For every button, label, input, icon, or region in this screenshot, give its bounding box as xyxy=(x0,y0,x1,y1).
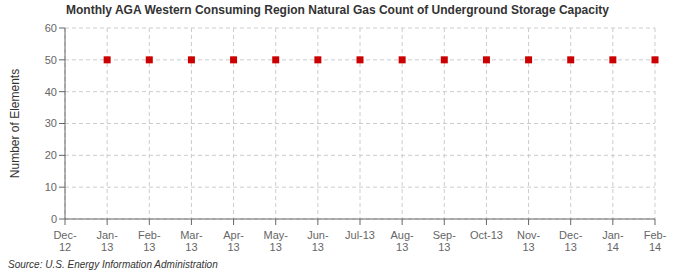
svg-text:10: 10 xyxy=(45,181,57,193)
svg-text:Nov-13: Nov-13 xyxy=(517,229,541,253)
svg-text:Apr-13: Apr-13 xyxy=(223,229,244,253)
svg-text:Feb-13: Feb-13 xyxy=(138,229,161,253)
svg-text:Oct-13: Oct-13 xyxy=(470,229,503,241)
svg-text:Feb-14: Feb-14 xyxy=(644,229,667,253)
svg-text:Dec-13: Dec-13 xyxy=(559,229,583,253)
svg-text:0: 0 xyxy=(51,213,57,225)
svg-text:Mar-13: Mar-13 xyxy=(180,229,203,253)
svg-text:Number of Elements: Number of Elements xyxy=(8,69,22,178)
svg-text:Jan-13: Jan-13 xyxy=(96,229,118,253)
svg-text:30: 30 xyxy=(45,117,57,129)
html-text:Monthly AGA Western Consuming: Monthly AGA Western Consuming Region Nat… xyxy=(66,3,609,17)
svg-text:Jul-13: Jul-13 xyxy=(345,229,375,241)
svg-text:Jun-13: Jun-13 xyxy=(307,229,329,253)
svg-text:40: 40 xyxy=(45,86,57,98)
svg-text:20: 20 xyxy=(45,149,57,161)
svg-text:50: 50 xyxy=(45,54,57,66)
svg-text:Jan-14: Jan-14 xyxy=(602,229,624,253)
svg-text:Sep-13: Sep-13 xyxy=(433,229,457,253)
svg-text:May-13: May-13 xyxy=(263,229,288,253)
svg-text:60: 60 xyxy=(45,22,57,34)
html-text:Source: U.S. Energy Informatio: Source: U.S. Energy Information Administ… xyxy=(8,259,218,270)
svg-text:Aug-13: Aug-13 xyxy=(391,229,415,253)
svg-text:Dec-12: Dec-12 xyxy=(53,229,77,253)
